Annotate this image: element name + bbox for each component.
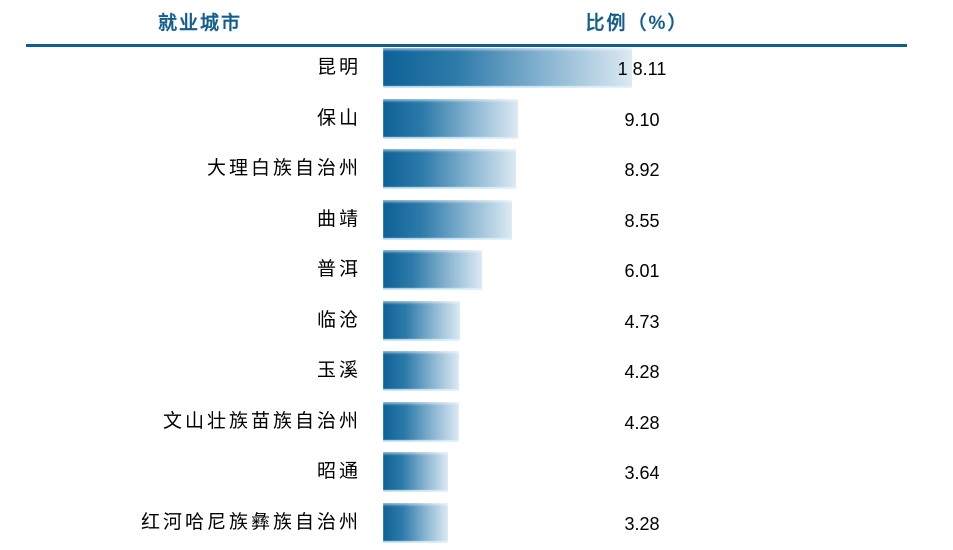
ratio-bar (383, 199, 512, 240)
ratio-bar (383, 149, 516, 189)
ratio-value: 4.28 (624, 412, 660, 433)
ratio-bar (383, 452, 448, 492)
city-label: 保山 (316, 107, 361, 129)
ratio-value: 3.64 (624, 463, 660, 483)
ratio-bar (383, 250, 482, 290)
table-row: 临沧 4.73 (0, 300, 953, 341)
ratio-value: 8.92 (624, 160, 660, 180)
city-label: 玉溪 (316, 360, 361, 381)
ratio-bar (383, 502, 448, 543)
ratio-bar (383, 351, 459, 391)
table-row: 保山 9.10 (0, 98, 953, 139)
city-label: 红河哈尼族彝族自治州 (140, 511, 361, 533)
city-label: 文山壮族苗族自治州 (162, 410, 361, 432)
column-header-ratio: 比例（%） (585, 13, 689, 34)
ratio-value: 9.10 (624, 109, 660, 130)
ratio-value: 3.28 (624, 513, 660, 534)
city-label: 大理白族自治州 (206, 158, 361, 179)
city-label: 昭通 (316, 461, 361, 482)
ratio-value: 1 8.11 (617, 59, 667, 79)
table-row: 昭通 3.64 (0, 452, 953, 492)
table-row: 红河哈尼族彝族自治州 3.28 (0, 502, 953, 543)
table-row: 曲靖 8.55 (0, 199, 953, 240)
ratio-value: 4.73 (624, 311, 660, 332)
city-label: 曲靖 (316, 208, 361, 230)
city-label: 昆明 (316, 57, 361, 78)
column-header-city: 就业城市 (157, 13, 242, 34)
ratio-bar (383, 98, 518, 139)
table-row: 普洱 6.01 (0, 250, 953, 290)
ratio-value: 4.28 (624, 362, 660, 382)
table-row: 玉溪 4.28 (0, 351, 953, 391)
table-row: 大理白族自治州 8.92 (0, 149, 953, 189)
ratio-bar (383, 300, 460, 341)
ratio-bar (383, 48, 632, 88)
city-label: 临沧 (316, 309, 361, 331)
ratio-bar (383, 401, 459, 442)
ratio-value: 6.01 (624, 261, 660, 281)
table-row: 昆明 1 8.11 (0, 48, 953, 88)
table-row: 文山壮族苗族自治州 4.28 (0, 401, 953, 442)
city-label: 普洱 (316, 259, 361, 280)
ratio-value: 8.55 (624, 210, 660, 231)
header-divider (26, 44, 907, 47)
